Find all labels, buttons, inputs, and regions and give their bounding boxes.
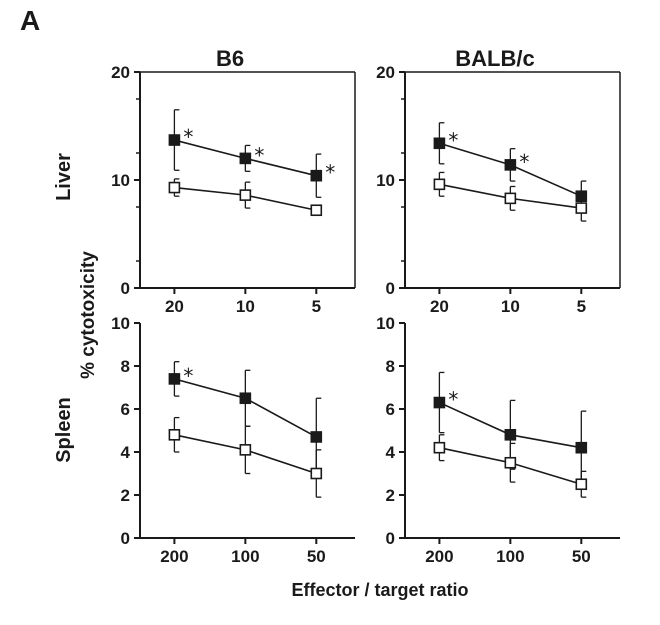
chart-panel-1: 0 10 20 20 10 5 * * * bbox=[111, 63, 356, 316]
chart-panel-2: 0 10 20 20 10 5 * * bbox=[376, 63, 621, 316]
data-point-open-square bbox=[575, 478, 588, 491]
data-point-open-square bbox=[168, 181, 181, 194]
data-point-filled-square bbox=[239, 392, 252, 405]
y-tick-label: 2 bbox=[121, 486, 130, 505]
significance-asterisk: * bbox=[448, 388, 458, 412]
x-tick-label: 5 bbox=[577, 297, 586, 316]
significance-asterisk: * bbox=[519, 150, 529, 174]
data-point-filled-square bbox=[433, 137, 446, 150]
y-tick-label: 10 bbox=[376, 171, 395, 190]
x-tick-label: 50 bbox=[307, 547, 326, 566]
data-point-open-square bbox=[433, 178, 446, 191]
data-point-filled-square bbox=[310, 169, 323, 182]
data-point-open-square bbox=[433, 441, 446, 454]
x-tick-label: 20 bbox=[165, 297, 184, 316]
x-axis-label: Effector / target ratio bbox=[291, 580, 469, 600]
data-point-open-square bbox=[168, 428, 181, 441]
significance-asterisk: * bbox=[183, 364, 193, 388]
y-tick-label: 2 bbox=[386, 486, 395, 505]
x-tick-label: 5 bbox=[312, 297, 321, 316]
data-point-open-square bbox=[575, 202, 588, 214]
chart-panel-3: 0 2 4 6 8 10 200 100 50 * bbox=[111, 314, 355, 566]
x-tick-label: 200 bbox=[160, 547, 188, 566]
data-point-filled-square bbox=[504, 159, 517, 171]
y-tick-label: 0 bbox=[121, 529, 130, 548]
panel-letter: A bbox=[20, 5, 41, 36]
y-tick-label: 10 bbox=[376, 314, 395, 333]
data-point-open-square bbox=[504, 456, 517, 469]
data-point-filled-square bbox=[310, 431, 323, 443]
y-tick-label: 20 bbox=[111, 63, 130, 82]
chart-panel-4: 0 2 4 6 8 10 200 100 50 * bbox=[376, 314, 620, 566]
x-tick-label: 10 bbox=[501, 297, 520, 316]
data-point-filled-square bbox=[168, 134, 181, 146]
data-point-filled-square bbox=[168, 373, 181, 385]
x-tick-label: 100 bbox=[231, 547, 259, 566]
y-tick-label: 20 bbox=[376, 63, 395, 82]
y-tick-label: 6 bbox=[121, 400, 130, 419]
y-tick-label: 4 bbox=[121, 443, 131, 462]
data-point-open-square bbox=[310, 204, 323, 217]
column-title-balbc: BALB/c bbox=[455, 46, 535, 71]
data-point-open-square bbox=[239, 444, 252, 456]
data-point-open-square bbox=[504, 192, 517, 205]
x-tick-label: 100 bbox=[496, 547, 524, 566]
x-tick-label: 10 bbox=[236, 297, 255, 316]
significance-asterisk: * bbox=[448, 128, 458, 152]
column-title-b6: B6 bbox=[215, 46, 245, 71]
data-point-open-square bbox=[310, 467, 323, 480]
data-point-filled-square bbox=[239, 152, 252, 165]
y-tick-label: 10 bbox=[111, 171, 130, 190]
y-tick-label: 6 bbox=[386, 400, 395, 419]
x-tick-label: 20 bbox=[430, 297, 449, 316]
data-point-filled-square bbox=[433, 396, 446, 409]
significance-asterisk: * bbox=[325, 161, 335, 185]
data-point-filled-square bbox=[504, 428, 517, 441]
y-tick-label: 8 bbox=[386, 357, 395, 376]
x-tick-label: 50 bbox=[572, 547, 591, 566]
y-tick-label: 0 bbox=[386, 529, 395, 548]
y-tick-label: 0 bbox=[121, 279, 130, 298]
data-point-filled-square bbox=[575, 441, 588, 454]
data-point-open-square bbox=[239, 189, 252, 201]
y-tick-label: 8 bbox=[121, 357, 130, 376]
y-tick-label: 4 bbox=[386, 443, 396, 462]
significance-asterisk: * bbox=[183, 125, 193, 149]
y-tick-label: 0 bbox=[386, 279, 395, 298]
x-tick-label: 200 bbox=[425, 547, 453, 566]
significance-asterisk: * bbox=[254, 143, 264, 167]
y-tick-label: 10 bbox=[111, 314, 130, 333]
